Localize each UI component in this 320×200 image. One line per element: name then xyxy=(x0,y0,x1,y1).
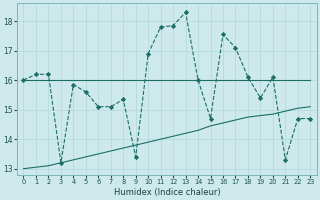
X-axis label: Humidex (Indice chaleur): Humidex (Indice chaleur) xyxy=(114,188,220,197)
